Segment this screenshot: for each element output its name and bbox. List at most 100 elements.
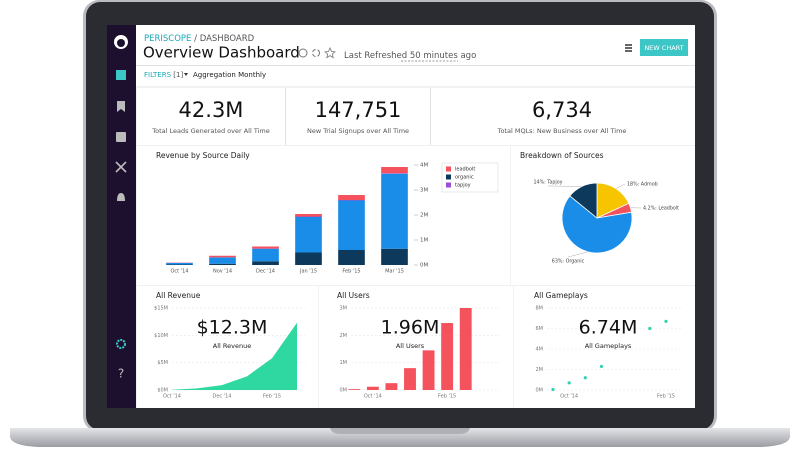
- bar-segment: [166, 264, 193, 265]
- chart-title: Breakdown of Sources: [520, 151, 604, 160]
- legend-label: leadbolt: [455, 167, 475, 173]
- bar-segment: [252, 248, 279, 262]
- bar-segment: [381, 173, 408, 249]
- kpi-value: 6,734: [532, 98, 592, 122]
- y-tick-label: 2M: [420, 213, 428, 219]
- filters[interactable]: FILTERS [1]: [144, 71, 183, 79]
- info-icon[interactable]: [298, 48, 308, 58]
- bar: [366, 386, 379, 390]
- pie-slice: [596, 182, 630, 219]
- notch: [330, 428, 470, 434]
- point: [583, 376, 587, 380]
- x-tick-label: Feb '15: [438, 394, 456, 400]
- slice-label: 63%: Organic: [552, 259, 585, 265]
- page-title: Overview Dashboard: [143, 44, 300, 62]
- y-tick-label: 0M: [420, 263, 428, 269]
- x-tick-label: Dec '14: [212, 394, 231, 400]
- kpi-label: New Trial Signups over All Time: [307, 127, 409, 135]
- new-chart-label[interactable]: NEW CHART: [644, 44, 683, 52]
- settings-icon[interactable]: [116, 339, 126, 349]
- sql-icon[interactable]: [116, 132, 126, 142]
- bar: [459, 308, 472, 390]
- help-icon[interactable]: ?: [118, 367, 124, 381]
- y-tick-label: 6M: [536, 326, 544, 332]
- bell-icon[interactable]: [117, 193, 125, 201]
- bookmark-icon[interactable]: [117, 101, 125, 112]
- bar: [422, 350, 435, 390]
- bar-segment: [209, 257, 236, 264]
- bar-segment: [338, 200, 365, 201]
- y-tick-label: 1M: [420, 238, 428, 244]
- refresh-time[interactable]: 50 minutes ago: [410, 51, 476, 61]
- x-tick-label: Nov '14: [213, 269, 232, 275]
- logo-inner: [117, 39, 125, 47]
- bar-segment: [252, 261, 279, 265]
- point: [648, 326, 652, 331]
- bar-segment: [252, 246, 279, 249]
- legend-swatch: [446, 182, 451, 188]
- kpi-row: [137, 88, 695, 145]
- header: [136, 25, 695, 65]
- bar-segment: [295, 216, 322, 217]
- bar-segment: [295, 217, 322, 253]
- menu-icon[interactable]: [625, 44, 632, 52]
- pie-slice: [569, 182, 598, 219]
- tools-icon[interactable]: [115, 161, 127, 173]
- y-tick-label: 8M: [536, 306, 544, 312]
- x-tick-label: Oct '14: [560, 394, 578, 400]
- star-icon[interactable]: [324, 46, 336, 59]
- kpi-label: Total Leads Generated over All Time: [151, 127, 269, 135]
- bar: [441, 323, 454, 390]
- y-tick-label: 2M: [536, 367, 544, 373]
- aggregation[interactable]: Aggregation Monthly: [193, 71, 266, 79]
- x-tick-label: Feb '15: [657, 394, 675, 400]
- legend-swatch: [446, 166, 451, 172]
- section[interactable]: / DASHBOARD: [194, 34, 255, 44]
- filters-label[interactable]: FILTERS: [144, 71, 172, 79]
- bar-segment: [338, 200, 365, 250]
- x-tick-label: Dec '14: [256, 269, 275, 275]
- panel-gameplays: [514, 286, 695, 408]
- bar-segment: [381, 173, 408, 174]
- new-chart-button[interactable]: [640, 39, 688, 56]
- refresh-label: Last Refreshed: [344, 51, 407, 61]
- filters-caret[interactable]: [184, 73, 188, 76]
- y-tick-label: $5M: [157, 360, 168, 366]
- x-tick-label: Oct '14: [163, 394, 181, 400]
- legend-swatch: [446, 174, 451, 180]
- headline: $12.3M: [197, 317, 268, 339]
- x-tick-label: Oct '14: [364, 394, 382, 400]
- bar-segment: [381, 248, 408, 265]
- bar-segment: [166, 263, 193, 265]
- point: [551, 387, 555, 392]
- chart-title: Revenue by Source Daily: [156, 151, 250, 160]
- headline: 1.96M: [381, 317, 440, 339]
- area: [172, 322, 297, 390]
- legend-box: [441, 162, 499, 193]
- chart-title: All Revenue: [156, 291, 201, 300]
- y-tick-label: 4M: [536, 347, 544, 353]
- bar-segment: [338, 195, 365, 200]
- dashboard-icon[interactable]: [116, 70, 126, 80]
- chart-title: All Gameplays: [534, 291, 588, 300]
- point: [567, 381, 571, 385]
- y-tick-label: $0M: [157, 388, 168, 394]
- y-tick-label: 1M: [340, 360, 348, 366]
- bar-segment: [381, 167, 408, 174]
- laptop-base: [10, 428, 790, 447]
- bar: [404, 368, 416, 390]
- x-tick-label: Oct '14: [171, 269, 189, 275]
- kpi-value: 42.3M: [179, 98, 244, 122]
- brand[interactable]: PERISCOPE: [144, 34, 191, 44]
- x-tick-label: Feb '15: [263, 394, 281, 400]
- y-tick-label: 4M: [420, 163, 428, 169]
- bar-segment: [338, 250, 365, 265]
- bar-segment: [209, 255, 236, 258]
- point: [599, 364, 604, 369]
- refresh-icon[interactable]: [312, 49, 320, 57]
- filter-bar: [136, 65, 695, 86]
- kpi-value: 147,751: [315, 98, 402, 122]
- y-tick-label: $15M: [154, 306, 168, 312]
- filters-count: [1]: [173, 71, 183, 79]
